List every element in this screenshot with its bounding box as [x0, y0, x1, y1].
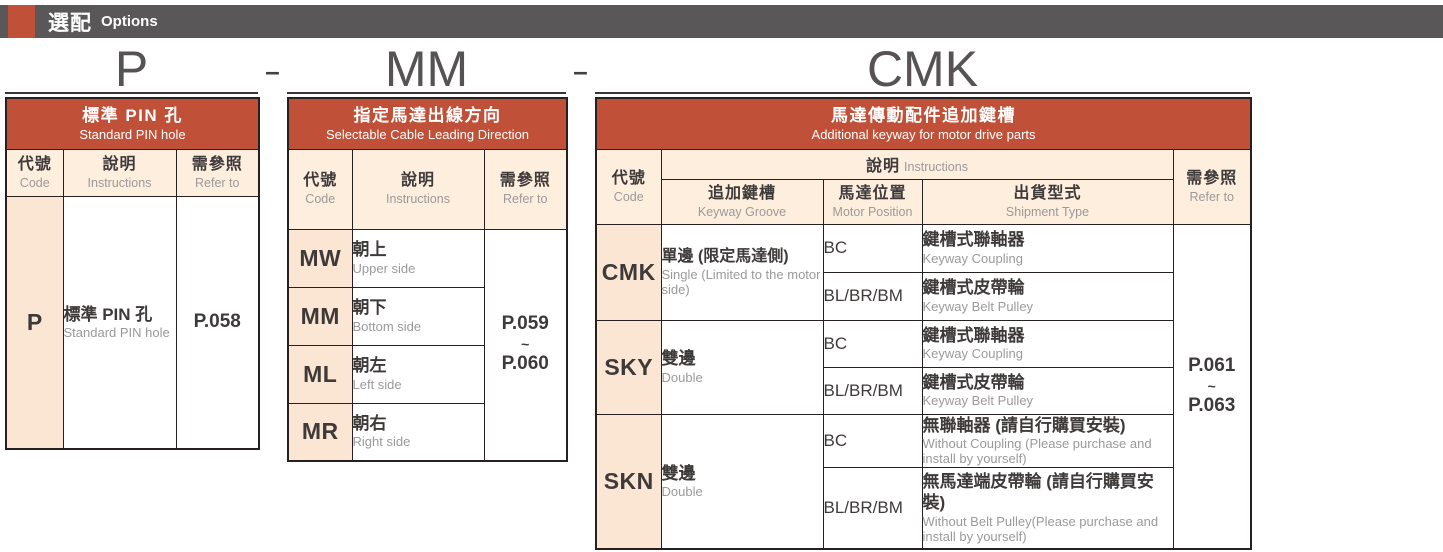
motor-position-cell: BL/BR/BM — [822, 366, 923, 415]
table1-header-instructions: 說明 Instructions — [62, 148, 177, 197]
table-row: BL/BR/BM 無馬達端皮帶輪 (請自行購買安裝) Without Belt … — [596, 466, 1251, 550]
section-title: 選配 Options — [48, 5, 158, 38]
shipment-type-cell: 鍵槽式聯軸器 Keyway Coupling — [921, 319, 1174, 368]
table3-header-motor-position: 馬達位置 Motor Position — [822, 178, 923, 225]
section-title-zh: 選配 — [48, 11, 92, 35]
table2-title-zh: 指定馬達出線方向 — [353, 106, 502, 126]
option-code-cmk-label: CMK — [866, 41, 979, 97]
table3-header-shipment-type: 出貨型式 Shipment Type — [921, 178, 1174, 225]
code-cell-mw: MW — [287, 228, 353, 288]
desc-cell: 朝下 Bottom side — [351, 286, 485, 346]
code-cell-sky: SKY — [595, 319, 662, 415]
option-code-p: P — [5, 42, 258, 94]
desc-cell: 朝右 Right side — [351, 402, 485, 462]
additional-keyway-table: 馬達傳動配件追加鍵槽 Additional keyway for motor d… — [595, 97, 1253, 551]
table2-header-refer: 需參照 Refer to — [483, 148, 568, 230]
cable-direction-table: 指定馬達出線方向 Selectable Cable Leading Direct… — [287, 97, 568, 462]
table-row: MM 朝下 Bottom side — [287, 286, 567, 346]
motor-position-cell: BL/BR/BM — [822, 466, 923, 550]
table2-title-banner: 指定馬達出線方向 Selectable Cable Leading Direct… — [287, 97, 568, 150]
option-code-mm: MM — [287, 42, 566, 94]
refer-cell: P.058 — [175, 195, 260, 450]
table-row: SKN 雙邊 Double BC 無聯軸器 (請自行購買安裝) Without … — [595, 413, 1251, 550]
banner-accent-square — [8, 5, 35, 38]
table3-header-keyway-groove: 追加鍵槽 Keyway Groove — [660, 178, 824, 225]
table3-title-en: Additional keyway for motor drive parts — [811, 126, 1036, 142]
desc-cell: 朝上 Upper side — [351, 228, 485, 288]
table1-header-code: 代號 Code — [5, 148, 64, 197]
standard-pin-hole-table: 標準 PIN 孔 Standard PIN hole 代號 Code 說明 In… — [5, 97, 260, 450]
motor-position-cell: BL/BR/BM — [822, 271, 923, 321]
code-cell-p: P — [5, 195, 64, 450]
refer-cell-span: P.061 ~ P.063 — [1172, 223, 1252, 550]
table3-header-instructions: 說明 Instructions — [660, 148, 1174, 180]
code-cell-skn: SKN — [595, 413, 662, 550]
table-row: MW 朝上 Upper side P.059 ~ P.060 — [287, 228, 568, 462]
code-cell-mm: MM — [287, 286, 353, 346]
table3-header-code: 代號 Code — [595, 148, 662, 225]
table1-title-zh: 標準 PIN 孔 — [82, 106, 183, 126]
table1-title-banner: 標準 PIN 孔 Standard PIN hole — [5, 97, 260, 150]
code-cell-cmk: CMK — [595, 223, 662, 321]
shipment-type-cell: 無聯軸器 (請自行購買安裝) Without Coupling (Please … — [921, 413, 1174, 468]
refer-cell-span: P.059 ~ P.060 — [483, 228, 568, 462]
desc-cell: 朝左 Left side — [351, 344, 485, 404]
shipment-type-cell: 鍵槽式皮帶輪 Keyway Belt Pulley — [921, 366, 1174, 415]
table-row: P 標準 PIN 孔 Standard PIN hole P.058 — [5, 195, 260, 450]
section-title-en: Options — [101, 13, 158, 30]
table-row: MR 朝右 Right side — [287, 402, 567, 462]
table-row: SKY 雙邊 Double BC 鍵槽式聯軸器 Keyway Coupling — [595, 319, 1251, 415]
table2-header-code: 代號 Code — [287, 148, 353, 230]
formula-dash-2: – — [573, 56, 588, 86]
table3-title-zh: 馬達傳動配件追加鍵槽 — [831, 106, 1017, 126]
table-row: BL/BR/BM 鍵槽式皮帶輪 Keyway Belt Pulley — [596, 366, 1251, 415]
code-cell-mr: MR — [287, 402, 353, 462]
motor-position-cell: BC — [822, 223, 923, 273]
keyway-cell: 雙邊 Double — [660, 319, 824, 415]
desc-cell: 標準 PIN 孔 Standard PIN hole — [62, 195, 177, 450]
option-code-cmk: CMK — [595, 42, 1250, 94]
option-code-p-label: P — [114, 41, 149, 97]
table3-title-banner: 馬達傳動配件追加鍵槽 Additional keyway for motor d… — [595, 97, 1252, 150]
motor-position-cell: BC — [822, 413, 923, 468]
formula-dash-1: – — [265, 56, 280, 86]
table2-title-en: Selectable Cable Leading Direction — [325, 126, 530, 142]
motor-position-cell: BC — [822, 319, 923, 368]
code-cell-ml: ML — [287, 344, 353, 404]
table3-header-refer: 需參照 Refer to — [1172, 148, 1252, 225]
keyway-cell: 單邊 (限定馬達側) Single (Limited to the motor … — [660, 223, 824, 321]
option-code-mm-label: MM — [384, 41, 469, 97]
table1-header-refer: 需參照 Refer to — [175, 148, 260, 197]
shipment-type-cell: 無馬達端皮帶輪 (請自行購買安裝) Without Belt Pulley(Pl… — [921, 466, 1174, 550]
table-row: CMK 單邊 (限定馬達側) Single (Limited to the mo… — [595, 223, 1252, 550]
table-row: ML 朝左 Left side — [287, 344, 567, 404]
table1-title-en: Standard PIN hole — [79, 126, 186, 142]
shipment-type-cell: 鍵槽式聯軸器 Keyway Coupling — [921, 223, 1174, 273]
table-row: BL/BR/BM 鍵槽式皮帶輪 Keyway Belt Pulley — [596, 271, 1251, 321]
keyway-cell: 雙邊 Double — [660, 413, 824, 550]
table2-header-instructions: 說明 Instructions — [351, 148, 485, 230]
shipment-type-cell: 鍵槽式皮帶輪 Keyway Belt Pulley — [921, 271, 1174, 321]
section-banner: 選配 Options — [0, 5, 1443, 38]
